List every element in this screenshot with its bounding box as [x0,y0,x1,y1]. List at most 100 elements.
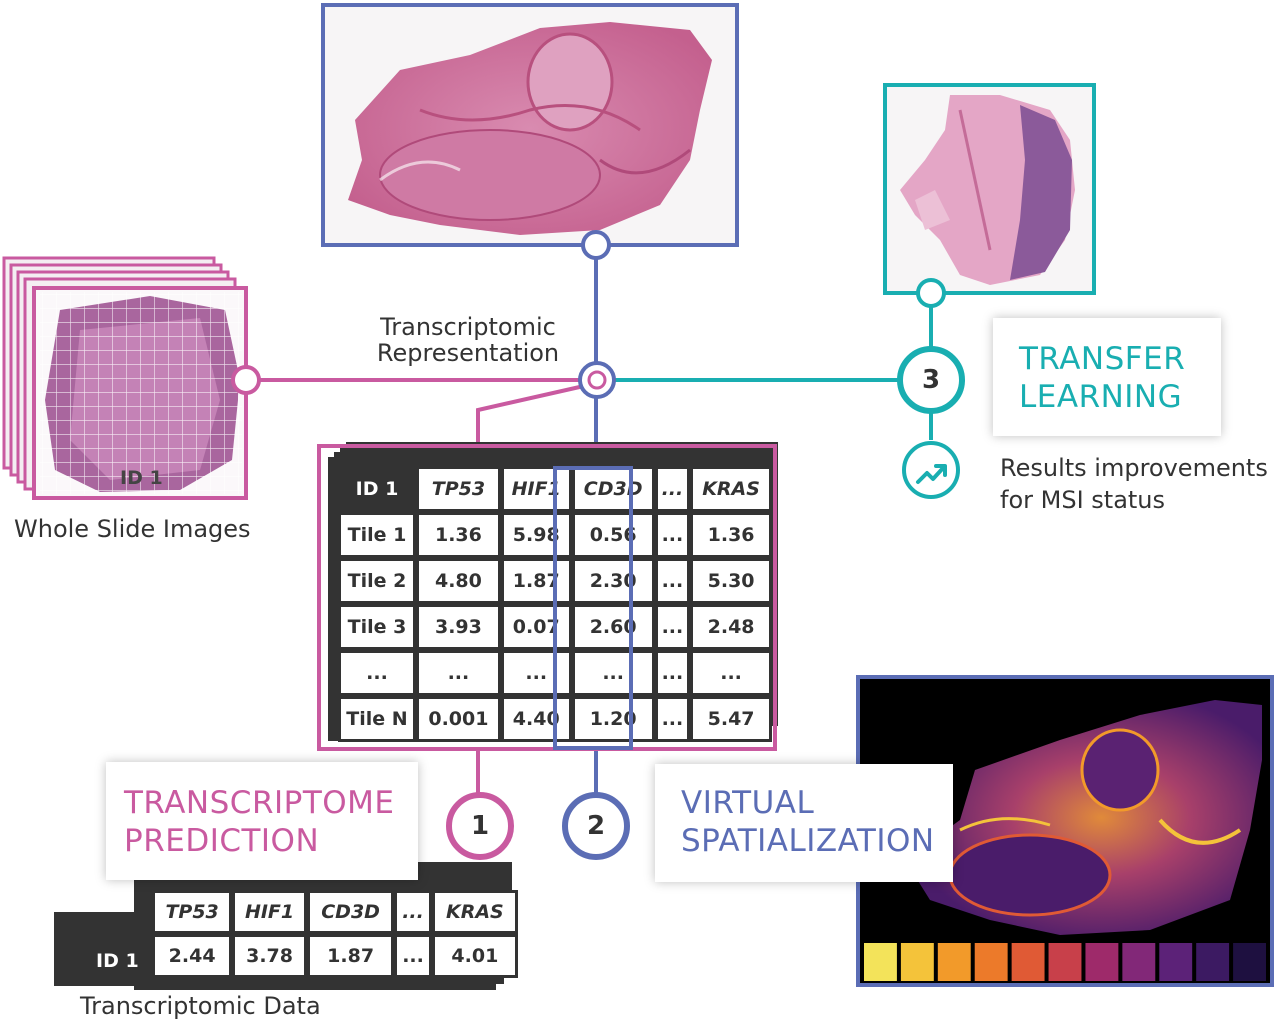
table-row: 2.44 3.78 1.87 ... 4.01 [152,934,518,978]
column-header: KRAS [690,466,772,512]
step-2-badge: 2 [562,792,630,860]
table-cell: 1.36 [416,512,501,558]
table-cell: ... [654,650,691,696]
representation-hub-core [587,370,607,390]
color-scale-swatch [1196,943,1230,981]
table-header-row: TP53 HIF1 CD3D ... KRAS [152,890,518,934]
wsi-id-label: ID 1 [120,467,163,489]
label-line: Transcriptomic [380,313,556,341]
row-label: Tile 3 [338,604,416,650]
heatmap-spatial-image [905,700,1262,935]
table-corner-id: ID 1 [338,466,416,512]
data-table-row-label: ID 1 [96,950,139,972]
color-scale-swatch [1011,943,1045,981]
table-cell: ... [654,512,691,558]
top-slide-node [581,230,611,260]
row-label: ... [338,650,416,696]
table-cell: 2.48 [690,604,772,650]
table-cell: ... [416,650,501,696]
column-header: TP53 [416,466,501,512]
column-header: ... [394,890,432,934]
table-cell: ... [571,650,655,696]
title-line: LEARNING [1019,379,1183,415]
row-label: Tile 1 [338,512,416,558]
wsi-node [231,365,261,395]
color-scale-swatch [900,943,934,981]
color-scale-swatch [1122,943,1156,981]
step-1-badge: 1 [446,792,514,860]
transcriptome-prediction-callout: TRANSCRIPTOME PREDICTION [106,762,418,880]
column-header: TP53 [152,890,233,934]
color-scale-swatch [937,943,971,981]
virtual-spatialization-callout: VIRTUAL SPATIALIZATION [655,764,953,882]
whole-slide-images-label: Whole Slide Images [14,515,251,543]
transfer-learning-callout: TRANSFER LEARNING [993,318,1221,436]
table-cell: 0.001 [416,696,501,742]
table-cell: ... [500,650,572,696]
row-label: Tile 2 [338,558,416,604]
whole-slide-images-stack [2,256,248,500]
step-3-badge: 3 [897,346,965,414]
row-label: Tile N [338,696,416,742]
heatmap-color-scale [864,943,1266,981]
table-cell: 4.40 [500,696,572,742]
table-cell: ... [394,934,432,978]
table-row: Tile N 0.001 4.40 1.20 ... 5.47 [338,696,772,742]
table-cell: 2.44 [152,934,233,978]
results-improvements-label: Results improvements for MSI status [1000,455,1268,513]
column-header: KRAS [431,890,518,934]
callout-title: VIRTUAL SPATIALIZATION [681,784,935,860]
label-line: Results improvements [1000,454,1268,482]
color-scale-swatch [974,943,1008,981]
transcriptomic-data-label: Transcriptomic Data [80,992,321,1020]
column-header: HIF1 [500,466,572,512]
trend-up-arrow-icon [902,441,960,499]
table-cell: 3.93 [416,604,501,650]
table-row: Tile 3 3.93 0.07 2.60 ... 2.48 [338,604,772,650]
label-line: for MSI status [1000,486,1166,514]
table-row: ... ... ... ... ... ... [338,650,772,696]
color-scale-swatch [1233,943,1266,981]
callout-title: TRANSFER LEARNING [1019,340,1185,416]
table-cell: 2.30 [571,558,655,604]
right-slide-tissue-image [900,95,1075,285]
title-line: SPATIALIZATION [681,823,935,859]
cd3d-column-highlight [553,466,633,750]
table-row: Tile 1 1.36 5.98 0.56 ... 1.36 [338,512,772,558]
transcriptomic-representation-label: Transcriptomic Representation [368,314,568,366]
title-line: TRANSFER [1019,341,1186,377]
table-row: Tile 2 4.80 1.87 2.30 ... 5.30 [338,558,772,604]
column-header: HIF1 [232,890,307,934]
table-cell: ... [654,604,691,650]
label-line: Representation [376,339,560,367]
table-cell: 3.78 [232,934,307,978]
table-cell: 1.87 [306,934,395,978]
title-line: PREDICTION [124,823,320,859]
color-scale-swatch [1085,943,1119,981]
color-scale-swatch [1159,943,1193,981]
transcriptomic-data-table: TP53 HIF1 CD3D ... KRAS 2.44 3.78 1.87 .… [152,890,518,978]
callout-title: TRANSCRIPTOME PREDICTION [124,784,394,860]
table-cell: 1.87 [500,558,572,604]
table-cell: 2.60 [571,604,655,650]
table-cell: 5.30 [690,558,772,604]
table-cell: 4.80 [416,558,501,604]
title-line: TRANSCRIPTOME [124,785,395,821]
table-cell: 1.20 [571,696,655,742]
column-header: CD3D [306,890,395,934]
color-scale-swatch [864,943,897,981]
table-cell: 5.98 [500,512,572,558]
column-header: ... [654,466,691,512]
table-cell: ... [654,696,691,742]
connector-hub-table-pink [476,384,585,445]
table-cell: ... [654,558,691,604]
color-scale-swatch [1048,943,1082,981]
table-cell: ... [690,650,772,696]
top-slide-tissue-image [348,22,712,235]
table-cell: 0.56 [571,512,655,558]
table-cell: 0.07 [500,604,572,650]
title-line: VIRTUAL [681,785,815,821]
table-cell: 1.36 [690,512,772,558]
table-cell: 4.01 [431,934,518,978]
right-slide-node [916,278,946,308]
